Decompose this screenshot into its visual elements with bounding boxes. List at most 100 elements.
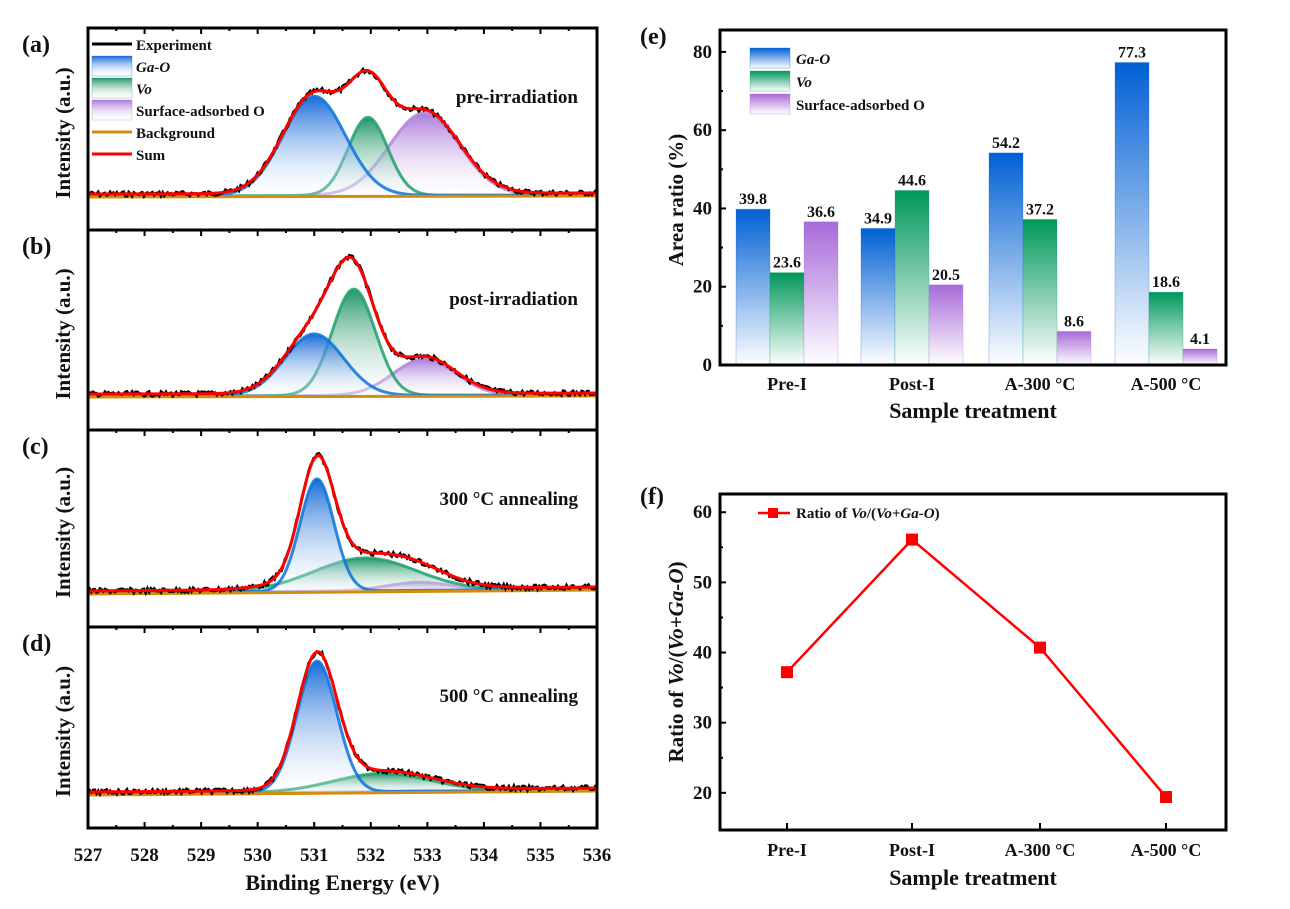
legend-label-part: /( bbox=[866, 506, 876, 522]
y-tick-label: 40 bbox=[693, 198, 712, 219]
peak-fill-ga_o bbox=[88, 661, 597, 794]
y-axis-label: Intensity (a.u.) bbox=[51, 666, 75, 797]
bar-data-label: 77.3 bbox=[1118, 44, 1146, 61]
sum-line bbox=[88, 454, 597, 593]
x-tick-label: 529 bbox=[187, 845, 216, 866]
bar-data-label: 18.6 bbox=[1152, 274, 1180, 291]
y-axis-label-part: /( bbox=[664, 650, 688, 664]
panel-annotation: pre-irradiation bbox=[456, 87, 579, 108]
legend-label-part: Vo+Ga-O bbox=[876, 506, 935, 522]
x-tick-label: Pre-I bbox=[767, 374, 807, 394]
x-tick-label: A-500 °C bbox=[1131, 840, 1202, 860]
xps-panel-a: (a)Intensity (a.u.) pre-irradiation bbox=[22, 26, 599, 232]
bar-data-label: 20.5 bbox=[932, 267, 960, 284]
legend-label-vo: Vo bbox=[796, 75, 812, 91]
y-tick-label: 0 bbox=[703, 355, 713, 376]
peak-fill-ga_o bbox=[88, 334, 597, 396]
panel-label: (e) bbox=[640, 24, 667, 50]
sum-line bbox=[88, 650, 597, 794]
legend-label-background: Background bbox=[136, 126, 216, 142]
plot-frame bbox=[86, 625, 599, 830]
legend-label-sum: Sum bbox=[136, 148, 166, 164]
panel-annotation: 500 °C annealing bbox=[439, 686, 578, 707]
peak-fill-surface_o bbox=[88, 358, 597, 396]
bar-ga_o bbox=[988, 152, 1024, 366]
legend-label-ga_o: Ga-O bbox=[136, 60, 170, 76]
x-tick-label: 533 bbox=[413, 845, 442, 866]
x-tick-label: A-500 °C bbox=[1131, 374, 1202, 394]
peak-fill-ga_o bbox=[88, 478, 597, 593]
y-axis-label-part: Ratio of bbox=[664, 686, 688, 763]
xps-legend: Experiment Ga-O Vo Surface-adsorbed O Backgr… bbox=[91, 38, 265, 164]
y-axis-label-part: Vo bbox=[664, 663, 688, 685]
data-point-marker bbox=[1034, 641, 1046, 654]
bar-surface_o bbox=[1182, 348, 1218, 366]
y-axis-label: Ratio of Vo/(Vo+Ga-O) bbox=[664, 562, 688, 763]
bar-ga_o bbox=[735, 208, 771, 366]
x-tick-label: 534 bbox=[470, 845, 499, 866]
legend-label-ga_o: Ga-O bbox=[796, 52, 830, 68]
plot-frame bbox=[718, 28, 1228, 367]
x-tick-label: 535 bbox=[526, 845, 555, 866]
vo-ratio-chart: 20 30 40 50 60 Pre-I Post-I A-300 °C A-500 °C (f)… bbox=[640, 484, 1228, 890]
x-tick-label: Post-I bbox=[889, 840, 935, 860]
x-tick-label: 527 bbox=[74, 845, 103, 866]
y-tick-label: 60 bbox=[693, 502, 712, 523]
xps-panel-b: (b)Intensity (a.u.) post-irradiation bbox=[22, 228, 599, 432]
bar-surface_o bbox=[1056, 330, 1092, 366]
series-line bbox=[786, 537, 1167, 798]
x-tick-label: 536 bbox=[583, 845, 612, 866]
bar-data-label: 8.6 bbox=[1064, 313, 1084, 330]
y-tick-label: 40 bbox=[693, 643, 712, 664]
background-line bbox=[87, 789, 598, 797]
legend-label-surface_o: Surface-adsorbed O bbox=[136, 104, 265, 120]
x-axis-label: Binding Energy (eV) bbox=[245, 870, 439, 895]
legend-label-part: Ratio of bbox=[796, 506, 851, 522]
bar-ga_o bbox=[860, 227, 896, 366]
legend-label-part: ) bbox=[935, 506, 940, 522]
panel-annotation: 300 °C annealing bbox=[439, 489, 578, 510]
sum-line bbox=[88, 68, 597, 196]
legend-swatch-ga_o bbox=[749, 47, 791, 69]
y-tick-label: 80 bbox=[693, 42, 712, 63]
legend-swatch-ga_o bbox=[91, 55, 133, 77]
x-axis-label: Sample treatment bbox=[889, 865, 1057, 890]
legend-swatch-vo bbox=[91, 77, 133, 99]
legend-swatch-vo bbox=[749, 70, 791, 92]
x-tick-label: 532 bbox=[357, 845, 386, 866]
data-point-marker bbox=[781, 666, 793, 679]
bar-data-label: 23.6 bbox=[773, 255, 801, 272]
x-tick-label: 531 bbox=[300, 845, 329, 866]
x-tick-label: A-300 °C bbox=[1005, 840, 1076, 860]
bar-data-label: 44.6 bbox=[898, 172, 926, 189]
bar-surface_o bbox=[803, 221, 839, 366]
background-line bbox=[87, 194, 598, 199]
plot-frame bbox=[86, 428, 599, 629]
x-tick-label: Pre-I bbox=[767, 840, 807, 860]
y-axis-label: Area ratio (%) bbox=[664, 134, 688, 267]
legend-label: Ratio of Vo/(Vo+Ga-O) bbox=[796, 506, 940, 522]
x-tick-label: Post-I bbox=[889, 374, 935, 394]
legend-swatch-surface_o bbox=[749, 93, 791, 115]
y-tick-label: 30 bbox=[693, 713, 712, 734]
bar-ga_o bbox=[1114, 61, 1150, 366]
y-tick-label: 20 bbox=[693, 783, 712, 804]
bar-data-label: 54.2 bbox=[992, 135, 1020, 152]
legend-swatch-surface_o bbox=[91, 99, 133, 121]
legend-label-experiment: Experiment bbox=[136, 38, 212, 54]
legend-label-surface_o: Surface-adsorbed O bbox=[796, 98, 925, 114]
xps-panels: (a)Intensity (a.u.) pre-irradiation(b)Int… bbox=[22, 26, 612, 895]
x-tick-label: 528 bbox=[130, 845, 159, 866]
data-point-marker bbox=[1160, 791, 1172, 804]
legend-marker bbox=[768, 508, 778, 518]
legend-label-vo: Vo bbox=[136, 82, 152, 98]
y-axis-label: Intensity (a.u.) bbox=[51, 268, 75, 399]
bar-vo bbox=[1148, 291, 1184, 366]
bar-data-label: 39.8 bbox=[739, 191, 767, 208]
panel-annotation: post-irradiation bbox=[449, 289, 578, 310]
bar-vo bbox=[894, 189, 930, 366]
bar-vo bbox=[769, 272, 805, 366]
x-axis-label: Sample treatment bbox=[889, 398, 1057, 423]
bar-surface_o bbox=[928, 284, 964, 366]
